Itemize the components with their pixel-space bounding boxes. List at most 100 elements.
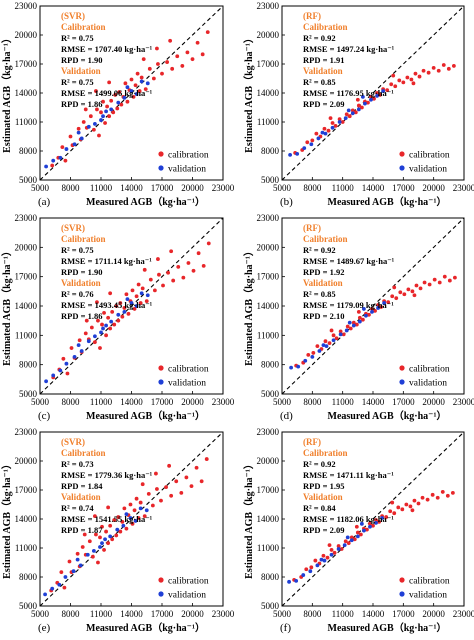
- calibration-point: [186, 261, 191, 265]
- y-tick-label: 5000: [261, 389, 280, 399]
- calibration-point: [390, 500, 395, 505]
- validation-point: [144, 508, 149, 513]
- calibration-point: [344, 112, 349, 117]
- calibration-point: [370, 307, 374, 311]
- validation-stat: RMSE = 1541.55 kg·ha⁻¹: [61, 514, 153, 524]
- validation-point: [50, 586, 55, 591]
- calibration-point: [119, 102, 124, 107]
- x-tick-label: 8000: [62, 397, 81, 407]
- calibration-point: [133, 83, 138, 88]
- calibration-point: [372, 96, 376, 101]
- calibration-point: [329, 548, 334, 552]
- legend-validation-label: validation: [409, 591, 447, 601]
- calibration-point: [106, 541, 111, 546]
- calibration-point: [384, 515, 389, 519]
- calibration-point: [427, 282, 432, 287]
- calibration-point: [425, 497, 430, 502]
- validation-point: [347, 320, 352, 325]
- calibration-point: [349, 535, 354, 540]
- y-axis-label: Estimated AGB（kg·ha⁻¹）: [0, 246, 13, 366]
- calibration-point: [134, 294, 139, 299]
- validation-point: [337, 120, 342, 124]
- calibration-point: [368, 521, 372, 526]
- x-tick-label: 23000: [453, 183, 474, 193]
- x-tick-label: 11000: [332, 609, 355, 619]
- validation-title: Validation: [303, 278, 343, 288]
- validation-point: [323, 131, 328, 136]
- calibration-point: [396, 505, 401, 510]
- x-tick-label: 11000: [90, 183, 113, 193]
- calibration-point: [204, 457, 209, 461]
- x-tick-label: 5000: [31, 183, 50, 193]
- validation-point: [329, 552, 334, 557]
- y-tick-label: 20000: [257, 30, 280, 40]
- calibration-point: [93, 340, 97, 345]
- calibration-point: [185, 50, 190, 55]
- validation-point: [360, 94, 365, 99]
- calibration-point: [346, 541, 351, 546]
- legend-calibration-label: calibration: [168, 577, 209, 587]
- legend-validation-label: validation: [409, 165, 447, 175]
- validation-point: [357, 319, 362, 324]
- calibration-point: [442, 274, 447, 279]
- validation-title: Validation: [61, 66, 101, 76]
- calibration-point: [412, 293, 417, 298]
- calibration-point: [130, 288, 135, 293]
- validation-point: [79, 136, 84, 141]
- calibration-point: [314, 131, 319, 136]
- y-tick-label: 23000: [257, 213, 280, 223]
- validation-point: [121, 523, 126, 528]
- x-tick-label: 17000: [151, 183, 174, 193]
- calibration-point: [140, 286, 145, 291]
- validation-point: [115, 527, 120, 532]
- calibration-point: [117, 90, 122, 94]
- calibration-point: [371, 523, 375, 528]
- calibration-point: [136, 282, 141, 287]
- validation-point: [376, 306, 380, 310]
- calibration-point: [311, 351, 316, 355]
- calibration-point: [406, 287, 411, 292]
- validation-stat: RPD = 2.09: [303, 99, 344, 109]
- validation-point: [101, 326, 105, 331]
- y-tick-label: 20000: [15, 242, 38, 252]
- y-tick-label: 11000: [257, 330, 280, 340]
- calibration-point: [89, 325, 94, 330]
- calibration-point: [84, 318, 89, 323]
- calibration-point: [124, 292, 129, 297]
- validation-point: [63, 575, 68, 579]
- validation-point: [350, 111, 355, 116]
- model-name: (SVR): [61, 437, 85, 447]
- calibration-point: [189, 484, 194, 489]
- validation-point: [362, 528, 366, 533]
- calibration-stat: R² = 0.92: [303, 33, 336, 43]
- calibration-point: [91, 127, 96, 132]
- calibration-point: [110, 309, 115, 314]
- validation-point: [99, 118, 103, 122]
- calibration-point: [446, 66, 451, 71]
- calibration-point: [112, 518, 117, 522]
- calibration-point: [304, 567, 309, 572]
- validation-point: [71, 569, 76, 574]
- validation-stat: RMSE = 1179.09 kg·ha⁻¹: [303, 300, 394, 310]
- calibration-point: [67, 559, 72, 564]
- calibration-point: [179, 491, 184, 495]
- calibration-point: [391, 73, 396, 78]
- y-tick-label: 23000: [257, 427, 280, 437]
- y-tick-label: 8000: [19, 572, 38, 582]
- validation-point: [359, 521, 364, 526]
- calibration-stat: R² = 0.92: [303, 245, 336, 255]
- x-tick-label: 5000: [273, 609, 292, 619]
- calibration-point: [125, 99, 130, 104]
- x-axis-label: Measured AGB（kg·ha⁻¹）: [86, 621, 205, 634]
- validation-point: [109, 319, 114, 324]
- legend-calibration-label: calibration: [409, 151, 450, 161]
- calibration-point: [116, 515, 121, 519]
- calibration-stat: R² = 0.73: [61, 459, 94, 469]
- calibration-point: [143, 87, 148, 92]
- x-tick-label: 11000: [90, 397, 113, 407]
- panel-tag: (a): [38, 196, 51, 208]
- x-tick-label: 20000: [422, 609, 445, 619]
- y-tick-label: 23000: [15, 213, 38, 223]
